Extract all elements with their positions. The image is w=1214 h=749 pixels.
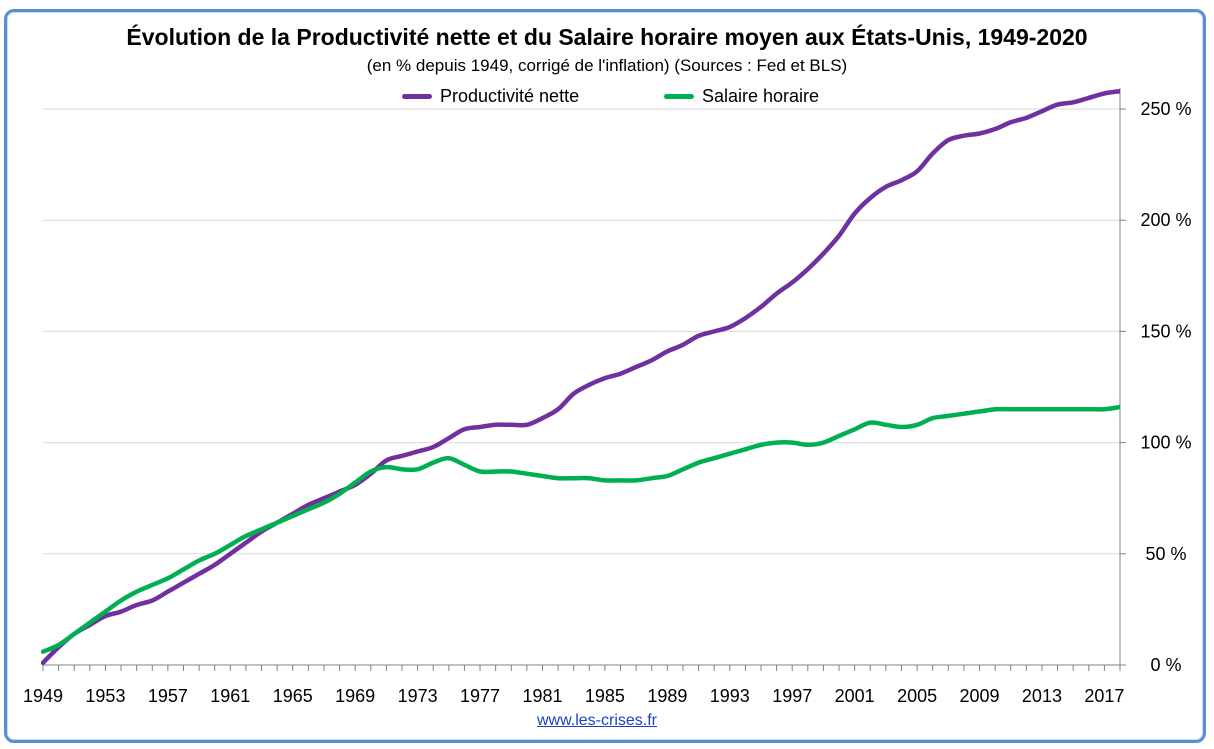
legend-item-salaire: Salaire horaire: [664, 86, 819, 107]
legend-swatch-salaire: [664, 94, 694, 99]
legend-item-productivite: Productivité nette: [402, 86, 579, 107]
x-tick-label: 1989: [647, 686, 687, 706]
x-tick-label: 1985: [585, 686, 625, 706]
legend-label-salaire: Salaire horaire: [702, 86, 820, 106]
x-tick-label: 1969: [335, 686, 375, 706]
x-tick-label: 2013: [1022, 686, 1062, 706]
legend-swatch-productivite: [402, 94, 432, 99]
y-tick-label: 0 %: [1150, 655, 1181, 675]
x-tick-label: 1961: [210, 686, 250, 706]
x-tick-label: 1977: [460, 686, 500, 706]
x-tick-label: 1953: [85, 686, 125, 706]
x-tick-label: 1949: [23, 686, 63, 706]
y-tick-label: 200 %: [1140, 210, 1191, 230]
legend-label-productivite: Productivité nette: [440, 86, 580, 106]
chart-title: Évolution de la Productivité nette et du…: [126, 24, 1088, 50]
x-tick-label: 2005: [897, 686, 937, 706]
y-tick-label: 100 %: [1140, 433, 1191, 453]
x-tick-label: 2001: [835, 686, 875, 706]
x-tick-label: 1965: [273, 686, 313, 706]
x-tick-label: 1993: [710, 686, 750, 706]
x-tick-label: 1997: [772, 686, 812, 706]
chart-legend: Productivité nette Salaire horaire: [0, 86, 1214, 108]
y-tick-label: 150 %: [1140, 321, 1191, 341]
x-tick-label: 1957: [148, 686, 188, 706]
source-link[interactable]: www.les-crises.fr: [536, 712, 657, 729]
y-tick-label: 250 %: [1140, 99, 1191, 119]
y-tick-label: 50 %: [1145, 544, 1186, 564]
x-tick-label: 2009: [959, 686, 999, 706]
x-tick-label: 1981: [522, 686, 562, 706]
series-line-1: [41, 404, 1120, 654]
x-tick-label: 1973: [398, 686, 438, 706]
series-line-0: [41, 88, 1120, 666]
chart-subtitle: (en % depuis 1949, corrigé de l'inflatio…: [366, 56, 848, 75]
x-tick-label: 2017: [1084, 686, 1124, 706]
